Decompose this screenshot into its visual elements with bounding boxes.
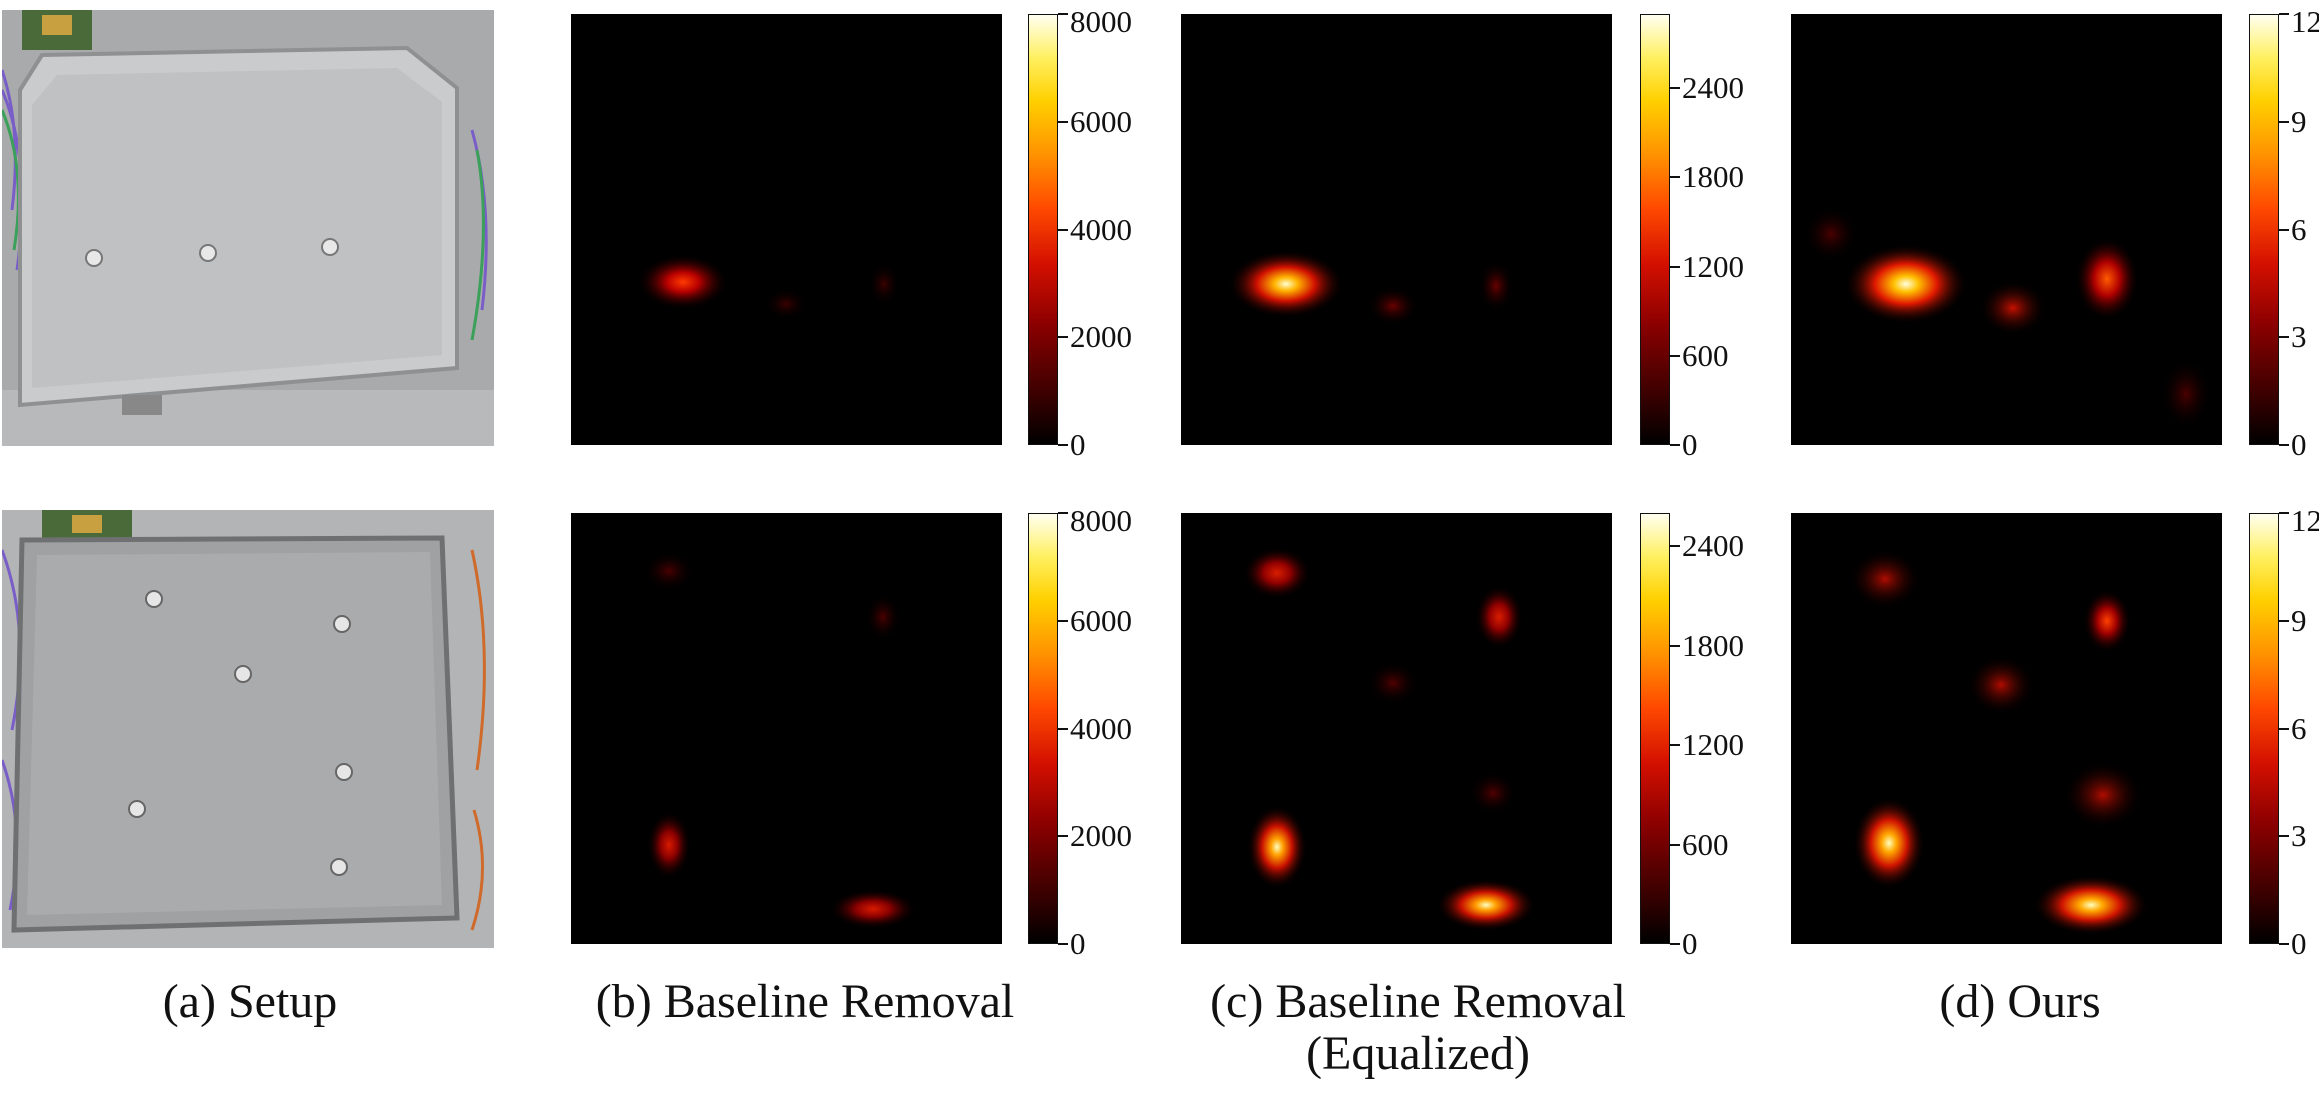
colorbar-equalized-row2 [1640, 513, 1670, 944]
colorbar-tick-label: 0 [2291, 427, 2307, 462]
caption-d: (d) Ours [1939, 975, 2101, 1028]
caption-c-line2: (Equalized) [1306, 1027, 1530, 1080]
colorbar-tick-label: 6 [2291, 710, 2307, 746]
caption-a: (a) Setup [162, 975, 338, 1028]
colorbar-tick-mark [2279, 619, 2289, 622]
colorbar-tick-mark [2279, 727, 2289, 730]
colorbar-tick-mark [1670, 545, 1680, 548]
colorbar-tick-label: 0 [1070, 926, 1086, 961]
colorbar-tick-mark [2279, 835, 2289, 838]
colorbar-tick-mark [2279, 13, 2289, 15]
colorbar-tick-mark [1670, 444, 1680, 446]
heatmap-equalized-row1 [1181, 14, 1612, 445]
colorbar-tick-mark [1058, 13, 1068, 15]
colorbar-tick-label: 9 [2291, 103, 2307, 139]
setup-photo-row2 [2, 510, 494, 948]
heatmap-baseline-row1 [571, 14, 1002, 445]
colorbar-tick-label: 12 [2291, 503, 2319, 538]
colorbar-tick-label: 0 [1682, 427, 1698, 462]
colorbar-tick-label: 0 [1682, 926, 1698, 961]
colorbar-tick-label: 0 [1070, 427, 1086, 462]
colorbar-ours-row1 [2249, 14, 2279, 445]
colorbar-tick-mark [1058, 120, 1068, 123]
colorbar-tick-label: 0 [2291, 926, 2307, 961]
caption-b: (b) Baseline Removal [595, 975, 1015, 1028]
colorbar-tick-label: 4000 [1070, 710, 1132, 746]
colorbar-tick-label: 1800 [1682, 627, 1744, 663]
colorbar-tick-mark [1670, 644, 1680, 647]
colorbar-tick-mark [1058, 336, 1068, 339]
colorbar-tick-label: 600 [1682, 337, 1729, 373]
colorbar-tick-label: 6000 [1070, 602, 1132, 638]
colorbar-ours-row2 [2249, 513, 2279, 944]
colorbar-tick-mark [1058, 727, 1068, 730]
colorbar-tick-mark [1058, 619, 1068, 622]
colorbar-tick-label: 2400 [1682, 528, 1744, 564]
colorbar-tick-label: 9 [2291, 602, 2307, 638]
caption-c-line1: (c) Baseline Removal [1210, 975, 1626, 1028]
colorbar-tick-mark [1058, 943, 1068, 945]
colorbar-tick-mark [1670, 265, 1680, 268]
colorbar-tick-label: 4000 [1070, 211, 1132, 247]
colorbar-tick-mark [1670, 354, 1680, 357]
colorbar-tick-label: 2000 [1070, 319, 1132, 355]
colorbar-tick-label: 3 [2291, 818, 2307, 854]
colorbar-tick-mark [1670, 943, 1680, 945]
colorbar-equalized-row1 [1640, 14, 1670, 445]
colorbar-tick-mark [1670, 843, 1680, 846]
colorbar-tick-label: 12 [2291, 4, 2319, 39]
colorbar-tick-mark [1058, 444, 1068, 446]
colorbar-tick-label: 6000 [1070, 103, 1132, 139]
colorbar-tick-mark [2279, 512, 2289, 514]
heatmap-equalized-row2 [1181, 513, 1612, 944]
colorbar-tick-label: 3 [2291, 319, 2307, 355]
heatmap-ours-row2 [1791, 513, 2222, 944]
colorbar-tick-label: 2400 [1682, 70, 1744, 106]
colorbar-tick-mark [2279, 120, 2289, 123]
colorbar-baseline-row2 [1028, 513, 1058, 944]
colorbar-tick-label: 600 [1682, 826, 1729, 862]
colorbar-tick-label: 1200 [1682, 248, 1744, 284]
heatmap-baseline-row2 [571, 513, 1002, 944]
colorbar-tick-label: 6 [2291, 211, 2307, 247]
colorbar-tick-label: 1200 [1682, 727, 1744, 763]
colorbar-tick-label: 2000 [1070, 818, 1132, 854]
colorbar-tick-mark [1670, 744, 1680, 747]
colorbar-tick-mark [2279, 444, 2289, 446]
heatmap-ours-row1 [1791, 14, 2222, 445]
colorbar-tick-mark [1058, 512, 1068, 514]
colorbar-tick-label: 8000 [1070, 503, 1132, 538]
colorbar-tick-mark [2279, 228, 2289, 231]
colorbar-baseline-row1 [1028, 14, 1058, 445]
colorbar-tick-label: 1800 [1682, 159, 1744, 195]
setup-photo-row1 [2, 10, 494, 446]
colorbar-tick-mark [1058, 228, 1068, 231]
colorbar-tick-label: 8000 [1070, 4, 1132, 39]
colorbar-tick-mark [2279, 943, 2289, 945]
colorbar-tick-mark [1670, 87, 1680, 90]
colorbar-tick-mark [2279, 336, 2289, 339]
colorbar-tick-mark [1670, 176, 1680, 179]
colorbar-tick-mark [1058, 835, 1068, 838]
caption-c: (c) Baseline Removal (Equalized) [1158, 976, 1678, 1080]
